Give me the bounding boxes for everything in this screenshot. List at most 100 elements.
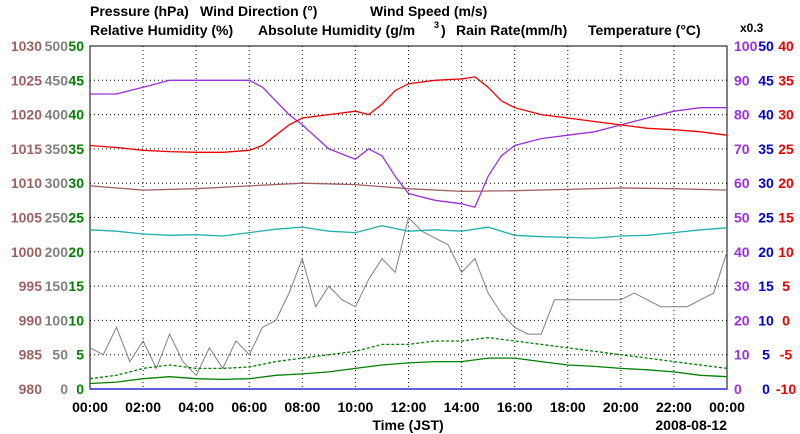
tick-label-relative-humidity: 90 [734,72,750,88]
legend-absolute-humidity-sup: 3 [434,20,439,30]
tick-label-relative-humidity: 70 [734,141,750,157]
tick-label-wind-direction: 50 [52,347,68,363]
tick-label-wind-speed: 30 [68,175,84,191]
tick-label-rain-rate: 20 [758,244,774,260]
tick-label-rain-rate: 35 [758,141,774,157]
x-tick-label: 04:00 [178,399,214,415]
tick-label-pressure: 1025 [11,72,42,88]
tick-label-pressure: 1000 [11,244,42,260]
tick-label-wind-speed: 50 [68,38,84,54]
tick-label-rain-rate: 50 [758,38,774,54]
legend-rain-rate: Rain Rate(mm/h) [456,22,567,38]
series-absolute-humidity-g-m3 [89,225,728,239]
x-tick-label: 02:00 [125,399,161,415]
tick-label-temperature: -5 [780,347,793,363]
x-tick-label: 22:00 [656,399,692,415]
abs-humidity-scale-note: x0.3 [740,21,764,35]
tick-label-relative-humidity: 30 [734,278,750,294]
tick-label-pressure: 1010 [11,175,42,191]
x-tick-label: 14:00 [444,399,480,415]
tick-label-wind-speed: 35 [68,141,84,157]
x-tick-label: 00:00 [72,399,108,415]
x-tick-label: 16:00 [497,399,533,415]
axis-labels: 9809859909951000100510101015102010251030… [11,38,796,415]
tick-label-pressure: 990 [19,312,43,328]
tick-label-relative-humidity: 80 [734,107,750,123]
tick-label-temperature: 10 [778,244,794,260]
x-tick-label: 06:00 [231,399,267,415]
tick-label-rain-rate: 30 [758,175,774,191]
x-tick-label: 12:00 [391,399,427,415]
tick-label-relative-humidity: 20 [734,312,750,328]
tick-label-wind-speed: 5 [76,347,84,363]
x-axis-title: Time (JST) [372,417,443,433]
legend-absolute-humidity: Absolute Humidity (g/m [258,22,415,38]
tick-label-rain-rate: 40 [758,107,774,123]
tick-label-pressure: 995 [19,278,43,294]
x-tick-label: 08:00 [284,399,320,415]
x-tick-label: 20:00 [603,399,639,415]
tick-label-relative-humidity: 0 [734,381,742,397]
tick-label-temperature: 30 [778,107,794,123]
tick-label-relative-humidity: 40 [734,244,750,260]
tick-label-wind-direction: 200 [45,244,69,260]
tick-label-wind-direction: 500 [45,38,69,54]
legend-wind-direction: Wind Direction (°) [200,3,317,19]
tick-label-rain-rate: 0 [762,381,770,397]
tick-label-wind-direction: 150 [45,278,69,294]
series-wind-gust-m-s [89,336,728,380]
tick-label-pressure: 985 [19,347,43,363]
tick-label-temperature: 15 [778,210,794,226]
tick-label-wind-speed: 40 [68,107,84,123]
legend-temperature: Temperature (°C) [588,22,701,38]
tick-label-wind-speed: 20 [68,244,84,260]
series-relative-humidity [90,79,727,208]
tick-label-relative-humidity: 50 [734,210,750,226]
tick-label-pressure: 1005 [11,210,42,226]
tick-label-temperature: -10 [776,381,796,397]
tick-label-relative-humidity: 60 [734,175,750,191]
tick-label-rain-rate: 10 [758,312,774,328]
tick-label-rain-rate: 45 [758,72,774,88]
series-wind-speed-m-s [89,357,728,385]
tick-label-temperature: 40 [778,38,794,54]
legend-absolute-humidity-close: ) [441,22,446,38]
tick-label-relative-humidity: 10 [734,347,750,363]
tick-label-pressure: 980 [19,381,43,397]
tick-label-wind-speed: 0 [76,381,84,397]
tick-label-wind-direction: 400 [45,107,69,123]
tick-label-rain-rate: 15 [758,278,774,294]
legend-wind-speed: Wind Speed (m/s) [370,3,487,19]
x-tick-label: 00:00 [709,399,745,415]
tick-label-rain-rate: 25 [758,210,774,226]
tick-label-wind-direction: 100 [45,312,69,328]
tick-label-wind-direction: 350 [45,141,69,157]
tick-label-temperature: 20 [778,175,794,191]
tick-label-temperature: 25 [778,141,794,157]
legend-relative-humidity: Relative Humidity (%) [90,22,233,38]
tick-label-wind-direction: 450 [45,72,69,88]
tick-label-wind-direction: 250 [45,210,69,226]
tick-label-relative-humidity: 100 [734,38,758,54]
tick-label-pressure: 1030 [11,38,42,54]
tick-label-wind-direction: 0 [60,381,68,397]
series-temperature-c [89,76,728,153]
tick-label-wind-speed: 25 [68,210,84,226]
series-layer [89,76,728,390]
x-tick-label: 18:00 [550,399,586,415]
tick-label-pressure: 1015 [11,141,42,157]
tick-label-temperature: 5 [782,278,790,294]
tick-label-pressure: 1020 [11,107,42,123]
tick-label-temperature: 35 [778,72,794,88]
date-label: 2008-08-12 [655,417,727,433]
x-tick-label: 10:00 [338,399,374,415]
series-pressure-hpa [89,182,728,193]
legend-pressure: Pressure (hPa) [90,3,189,19]
tick-label-wind-direction: 300 [45,175,69,191]
tick-label-temperature: 0 [782,312,790,328]
tick-label-rain-rate: 5 [762,347,770,363]
series-wind-direction [89,216,728,377]
tick-label-wind-speed: 45 [68,72,84,88]
tick-label-wind-speed: 10 [68,312,84,328]
